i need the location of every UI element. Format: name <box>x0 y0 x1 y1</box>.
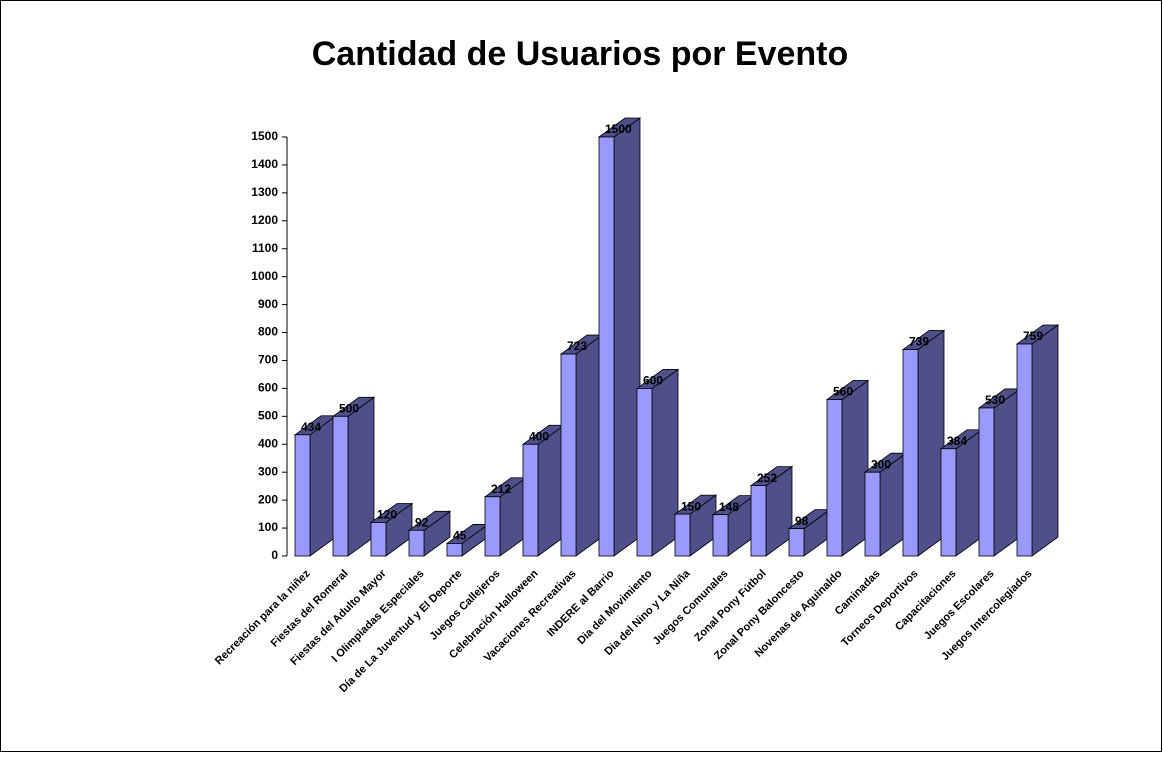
bar <box>825 379 870 557</box>
data-label: 252 <box>757 471 777 485</box>
bar <box>673 494 718 557</box>
bar-side <box>575 334 603 557</box>
data-label: 723 <box>567 339 587 353</box>
data-label: 600 <box>643 374 663 388</box>
data-label: 560 <box>833 385 853 399</box>
bar-front <box>484 496 501 557</box>
y-tick-label: 0 <box>271 548 278 562</box>
bar-front <box>902 349 919 557</box>
bar-front <box>978 407 995 557</box>
bar <box>787 508 832 557</box>
bar-side <box>955 428 983 557</box>
y-tick-label: 1100 <box>252 241 278 255</box>
bar <box>293 414 338 557</box>
y-tick-label: 1000 <box>251 269 278 283</box>
data-label: 45 <box>453 529 467 543</box>
bar-side <box>651 368 679 557</box>
bar-side <box>917 329 945 557</box>
bar-front <box>750 485 767 557</box>
bar <box>483 476 528 557</box>
data-label: 120 <box>377 508 397 522</box>
bar-side <box>537 424 565 557</box>
bar-side <box>841 379 869 557</box>
bar <box>901 329 946 557</box>
bar <box>635 368 680 557</box>
data-label: 384 <box>947 434 967 448</box>
y-tick-label: 1500 <box>251 129 278 143</box>
data-label: 759 <box>1023 329 1043 343</box>
bar <box>711 494 756 557</box>
bar-side <box>993 388 1021 557</box>
bar-front <box>370 522 387 557</box>
y-tick-label: 1400 <box>251 157 278 171</box>
bar-front <box>560 353 577 557</box>
y-tick-label: 900 <box>258 297 278 311</box>
y-tick-label: 700 <box>258 353 278 367</box>
bar-front <box>408 529 425 557</box>
chart-title: Cantidad de Usuarios por Evento <box>312 35 849 73</box>
data-label: 148 <box>719 500 739 514</box>
data-label: 500 <box>339 402 359 416</box>
bar-front <box>332 415 349 557</box>
bar <box>331 396 376 557</box>
bar-front <box>674 513 691 557</box>
bar-side <box>1031 324 1059 557</box>
bar <box>369 502 414 557</box>
bar <box>445 523 490 557</box>
bar-front <box>826 399 843 557</box>
data-label: 212 <box>491 482 511 496</box>
bar-front <box>1016 343 1033 557</box>
bar <box>597 117 642 557</box>
y-tick-label: 800 <box>258 325 278 339</box>
bar-side <box>309 414 337 557</box>
bar <box>939 428 984 557</box>
bar-front <box>712 514 729 557</box>
bar-front <box>446 543 463 557</box>
y-tick-label: 1200 <box>251 213 278 227</box>
data-label: 92 <box>415 515 429 529</box>
bar <box>521 424 566 557</box>
bar-front <box>294 434 311 557</box>
bar-front <box>636 387 653 557</box>
data-label: 434 <box>301 420 321 434</box>
data-label: 530 <box>985 393 1005 407</box>
bar-front <box>598 136 615 557</box>
bar <box>749 465 794 557</box>
y-tick-label: 300 <box>258 464 278 478</box>
bar <box>1015 324 1060 557</box>
data-label: 150 <box>681 499 701 513</box>
y-tick-label: 400 <box>258 436 278 450</box>
bar-front <box>864 471 881 557</box>
y-tick-label: 600 <box>258 381 278 395</box>
bar-side <box>613 117 641 557</box>
data-label: 1500 <box>605 122 632 136</box>
bar-front <box>788 528 805 557</box>
data-label: 98 <box>795 514 809 528</box>
bar-front <box>522 443 539 557</box>
data-label: 400 <box>529 429 549 443</box>
bar <box>559 334 604 557</box>
y-tick-label: 1300 <box>251 185 278 199</box>
bar <box>863 452 908 557</box>
y-tick-label: 100 <box>258 520 278 534</box>
bar <box>407 510 452 557</box>
bar-front <box>940 448 957 557</box>
bar-side <box>347 396 375 557</box>
bar <box>977 388 1022 557</box>
y-tick-label: 200 <box>258 492 278 506</box>
data-label: 300 <box>871 457 891 471</box>
y-tick-label: 500 <box>258 409 278 423</box>
data-label: 739 <box>909 335 929 349</box>
